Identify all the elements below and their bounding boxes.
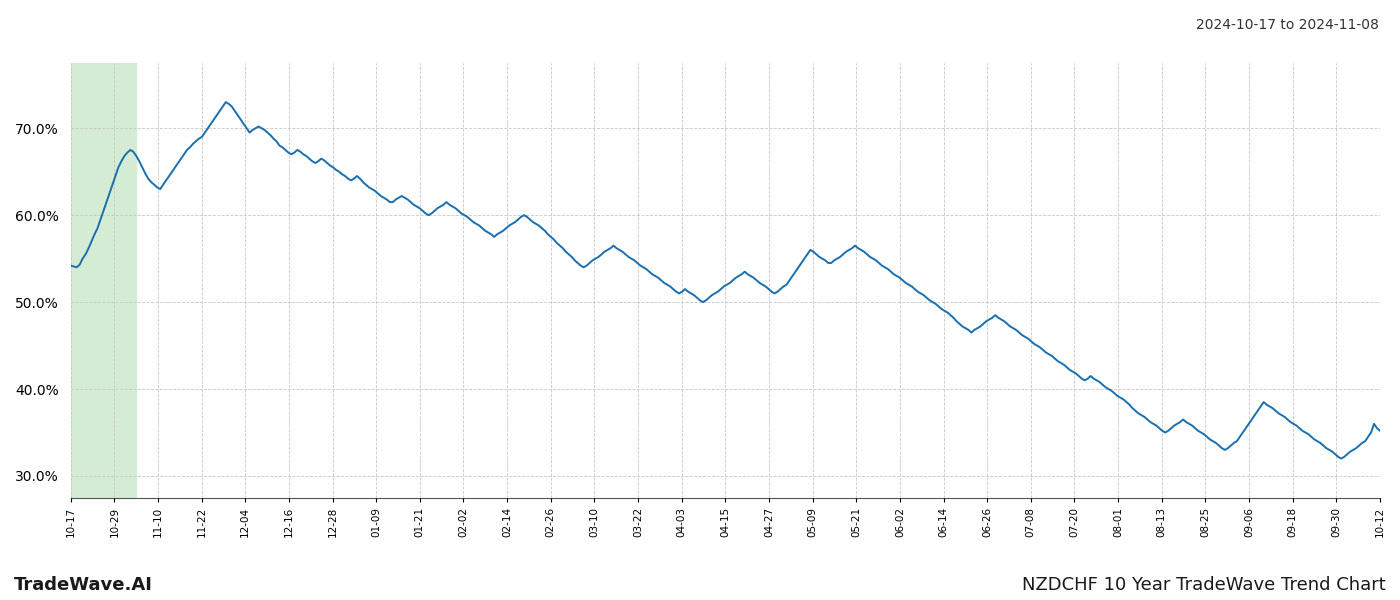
Text: TradeWave.AI: TradeWave.AI xyxy=(14,576,153,594)
Text: NZDCHF 10 Year TradeWave Trend Chart: NZDCHF 10 Year TradeWave Trend Chart xyxy=(1022,576,1386,594)
Text: 2024-10-17 to 2024-11-08: 2024-10-17 to 2024-11-08 xyxy=(1196,18,1379,32)
Bar xyxy=(70,63,136,498)
